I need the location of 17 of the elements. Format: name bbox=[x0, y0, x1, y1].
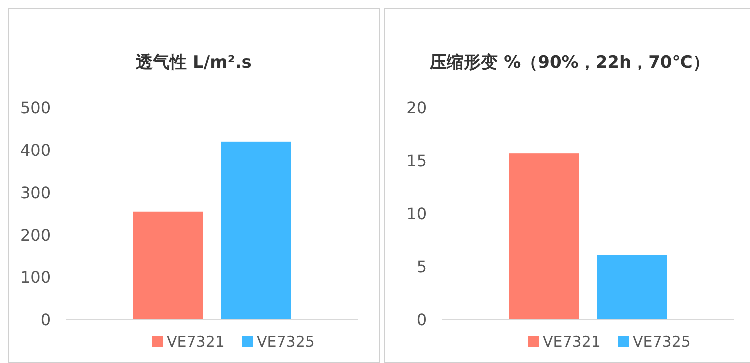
y-tick-label: 0 bbox=[40, 310, 51, 330]
chart-title: 透气性 L/m².s bbox=[135, 53, 252, 73]
y-tick-label: 5 bbox=[416, 258, 427, 277]
y-tick-label: 200 bbox=[20, 226, 51, 245]
legend-label: VE7321 bbox=[167, 332, 225, 351]
y-tick-label: 15 bbox=[406, 152, 427, 171]
y-tick-label: 300 bbox=[20, 183, 51, 202]
y-tick-label: 20 bbox=[406, 98, 427, 118]
y-tick-label: 0 bbox=[416, 310, 427, 330]
y-tick-label: 500 bbox=[20, 98, 51, 118]
legend-label: VE7321 bbox=[543, 332, 601, 351]
y-tick-label: 10 bbox=[406, 204, 427, 224]
chart-title: 压缩形变 %（90%，22h，70℃） bbox=[429, 53, 710, 73]
legend-label: VE7325 bbox=[633, 332, 691, 351]
y-tick-label: 400 bbox=[20, 141, 51, 160]
legend-label: VE7325 bbox=[257, 332, 315, 351]
y-tick-label: 100 bbox=[20, 268, 51, 288]
